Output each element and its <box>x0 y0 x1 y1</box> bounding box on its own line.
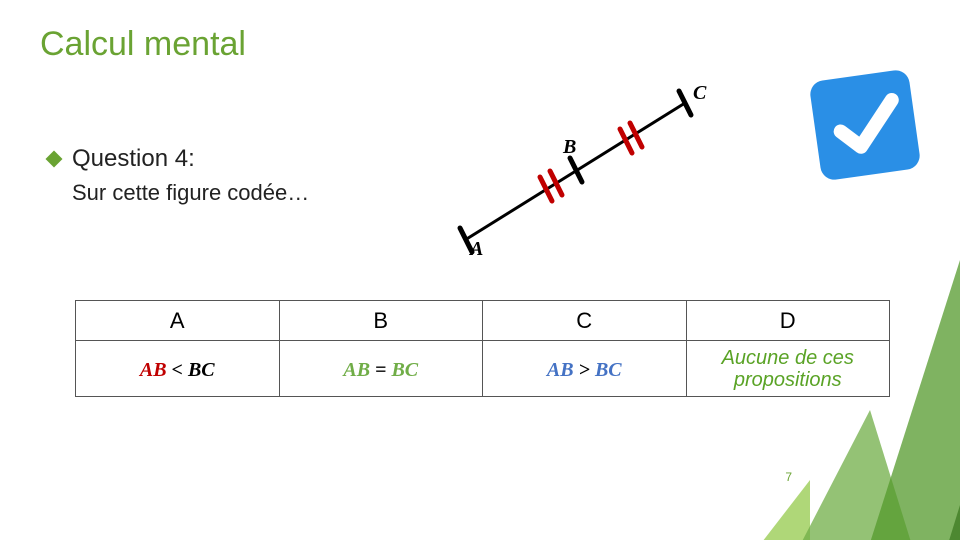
table-answer-cell: AB > BC <box>483 341 687 397</box>
table-header-cell: A <box>76 301 280 341</box>
geometry-figure: ABC <box>440 85 720 255</box>
question-subtitle: Sur cette figure codée… <box>72 180 309 206</box>
figure-svg: A B C <box>440 85 720 265</box>
table-header-cell: C <box>483 301 687 341</box>
svg-text:C: C <box>693 85 707 104</box>
table-header-cell: D <box>686 301 890 341</box>
table-header-row: ABCD <box>76 301 890 341</box>
question-label: Question 4: <box>72 145 195 173</box>
svg-text:A: A <box>468 238 483 260</box>
diamond-bullet-icon <box>46 151 63 168</box>
table-answer-row: AB < BCAB = BCAB > BCAucune de cespropos… <box>76 341 890 397</box>
page-number: 7 <box>785 470 792 484</box>
table-answer-cell: Aucune de cespropositions <box>686 341 890 397</box>
check-badge-icon <box>800 60 930 190</box>
table-answer-cell: AB = BC <box>279 341 483 397</box>
page-title: Calcul mental <box>40 25 246 64</box>
table-answer-cell: AB < BC <box>76 341 280 397</box>
answer-table: ABCD AB < BCAB = BCAB > BCAucune de cesp… <box>75 300 890 397</box>
table-header-cell: B <box>279 301 483 341</box>
svg-text:B: B <box>562 136 576 158</box>
question-row: Question 4: <box>48 145 195 173</box>
